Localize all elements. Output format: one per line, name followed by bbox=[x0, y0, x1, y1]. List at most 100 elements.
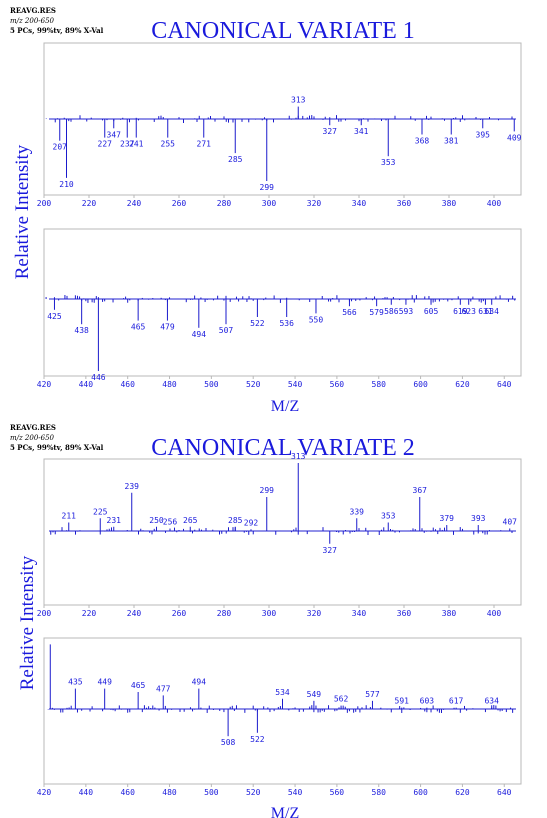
x-tick-label: 620 bbox=[455, 788, 470, 797]
peak-label: 562 bbox=[334, 695, 349, 704]
x-tick-label: 560 bbox=[330, 788, 345, 797]
peak-label: 550 bbox=[309, 315, 324, 324]
x-tick-label: 280 bbox=[217, 609, 232, 618]
x-tick-label: 440 bbox=[79, 380, 94, 389]
x-tick-label: 320 bbox=[307, 609, 322, 618]
peak-label: 381 bbox=[444, 137, 459, 146]
peak-label: 549 bbox=[307, 690, 322, 699]
x-tick-label: 480 bbox=[162, 380, 177, 389]
peak-label: 255 bbox=[161, 140, 176, 149]
chart-title: CANONICAL VARIATE 1 bbox=[151, 18, 415, 44]
peak-label: 327 bbox=[323, 546, 338, 555]
peak-label: 617 bbox=[449, 697, 464, 706]
peak-label: 393 bbox=[471, 514, 486, 523]
peak-label: 536 bbox=[279, 319, 294, 328]
peak-label: 631 bbox=[478, 307, 493, 316]
peak-label: 623 bbox=[461, 307, 476, 316]
x-axis-label: M/Z bbox=[271, 398, 299, 415]
mz-range-label: m/z 200-650 bbox=[10, 17, 55, 25]
peak-label: 292 bbox=[244, 518, 259, 527]
peak-label: 438 bbox=[74, 326, 89, 335]
x-tick-label: 600 bbox=[413, 788, 428, 797]
x-tick-label: 540 bbox=[288, 788, 303, 797]
peak-label: 211 bbox=[62, 512, 77, 521]
x-tick-label: 300 bbox=[262, 199, 277, 208]
peak-label: 507 bbox=[219, 326, 234, 335]
peak-label: 579 bbox=[369, 308, 384, 317]
x-tick-label: 560 bbox=[330, 380, 345, 389]
peak-label: 603 bbox=[420, 697, 435, 706]
peak-label: 605 bbox=[424, 307, 439, 316]
peak-label: 577 bbox=[365, 690, 380, 699]
peak-label: 299 bbox=[260, 183, 275, 192]
peak-label: 225 bbox=[93, 507, 108, 516]
peak-label: 241 bbox=[129, 140, 144, 149]
peak-label: 425 bbox=[47, 312, 62, 321]
x-tick-label: 480 bbox=[162, 788, 177, 797]
plot-frame bbox=[43, 637, 522, 785]
x-tick-label: 520 bbox=[246, 788, 261, 797]
peak-label: 367 bbox=[413, 486, 428, 495]
x-tick-label: 600 bbox=[413, 380, 428, 389]
x-tick-label: 440 bbox=[79, 788, 94, 797]
chart-title: CANONICAL VARIATE 2 bbox=[151, 435, 415, 461]
peak-label: 619 bbox=[453, 307, 468, 316]
peak-label: 634 bbox=[484, 697, 499, 706]
x-tick-label: 420 bbox=[37, 788, 52, 797]
peak-label: 586 bbox=[384, 307, 399, 316]
peak-label: 395 bbox=[476, 130, 491, 139]
peak-label: 250 bbox=[149, 516, 164, 525]
peak-label: 446 bbox=[91, 373, 106, 382]
peak-label: 285 bbox=[228, 516, 243, 525]
peak-label: 265 bbox=[183, 516, 198, 525]
x-tick-label: 400 bbox=[487, 609, 502, 618]
peak-label: 237 bbox=[120, 140, 135, 149]
x-tick-label: 220 bbox=[82, 609, 97, 618]
x-tick-label: 420 bbox=[37, 380, 52, 389]
peak-label: 566 bbox=[342, 308, 357, 317]
pcs-info-label: 5 PCs, 99%tv, 89% X-Val bbox=[10, 443, 104, 452]
mz-range-label: m/z 200-650 bbox=[10, 434, 55, 442]
x-tick-label: 640 bbox=[497, 788, 512, 797]
x-tick-label: 280 bbox=[217, 199, 232, 208]
peak-label: 341 bbox=[354, 127, 369, 136]
peak-label: 534 bbox=[275, 688, 290, 697]
peak-label: 207 bbox=[53, 143, 68, 152]
peak-label: 407 bbox=[503, 517, 518, 526]
x-tick-label: 240 bbox=[127, 199, 142, 208]
x-tick-label: 460 bbox=[120, 788, 135, 797]
x-tick-label: 500 bbox=[204, 380, 219, 389]
x-tick-label: 200 bbox=[37, 199, 52, 208]
x-tick-label: 380 bbox=[442, 609, 457, 618]
peak-label: 409 bbox=[507, 133, 522, 142]
peak-label: 231 bbox=[107, 516, 122, 525]
x-tick-label: 580 bbox=[372, 380, 387, 389]
x-tick-label: 240 bbox=[127, 609, 142, 618]
peak-label: 593 bbox=[399, 307, 414, 316]
peak-label: 508 bbox=[221, 738, 236, 747]
peak-label: 465 bbox=[131, 323, 146, 332]
peak-label: 494 bbox=[192, 330, 207, 339]
peak-label: 327 bbox=[323, 127, 338, 136]
x-tick-label: 260 bbox=[172, 199, 187, 208]
peak-label: 239 bbox=[125, 482, 140, 491]
spectrum-panel-2: 435 449 465 477 494 508 522 534 549 562 577 591 603 6… bbox=[37, 637, 522, 797]
x-tick-label: 620 bbox=[455, 380, 470, 389]
peak-label: 591 bbox=[395, 697, 410, 706]
peak-label: 299 bbox=[260, 486, 275, 495]
file-name-label: REAVG.RES bbox=[10, 6, 56, 15]
peak-label: 494 bbox=[192, 678, 207, 687]
plot-frame bbox=[43, 228, 522, 377]
peak-label: 379 bbox=[440, 514, 455, 523]
x-tick-label: 360 bbox=[397, 609, 412, 618]
y-axis-label: Relative Intensity bbox=[17, 555, 38, 690]
peak-label: 522 bbox=[250, 735, 265, 744]
x-axis-label: M/Z bbox=[271, 805, 299, 818]
x-tick-label: 520 bbox=[246, 380, 261, 389]
peak-label: 435 bbox=[68, 678, 83, 687]
